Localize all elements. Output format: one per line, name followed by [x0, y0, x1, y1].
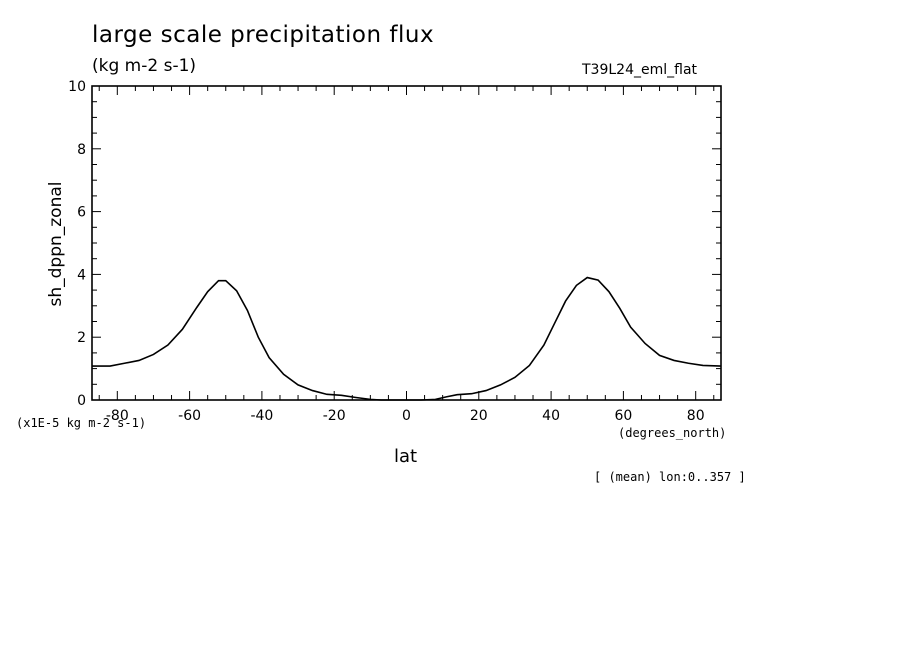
x-tick-label: -80 [106, 408, 129, 424]
x-tick-label: 80 [687, 408, 705, 424]
x-tick-label: -40 [250, 408, 273, 424]
chart-units-label: (kg m-2 s-1) [92, 56, 197, 76]
axis-ticks [92, 85, 721, 401]
x-axis-units-label: (degrees_north) [618, 426, 727, 440]
y-tick-label: 6 [77, 205, 86, 221]
y-tick-label: 10 [68, 79, 86, 95]
run-name-label: T39L24_eml_flat [582, 62, 698, 78]
x-tick-label: 20 [470, 408, 488, 424]
y-tick-label: 2 [77, 330, 86, 346]
y-tick-label: 4 [77, 267, 86, 283]
x-tick-label: 40 [542, 408, 560, 424]
y-scale-factor-label: (x1E-5 kg m-2 s-1) [16, 416, 147, 430]
axis-tick-labels: -80 -60 -40 -20 0 20 40 60 80 0 2 4 6 8 10 [68, 79, 704, 424]
x-tick-label: 60 [614, 408, 632, 424]
series-line [92, 276, 722, 401]
x-axis-label: lat [394, 446, 418, 467]
chart-title: large scale precipitation flux [92, 22, 435, 48]
x-tick-label: -20 [323, 408, 346, 424]
y-tick-label: 0 [77, 393, 86, 409]
mean-note-label: [ (mean) lon:0..357 ] [594, 470, 746, 484]
plot-frame [91, 85, 722, 401]
y-tick-label: 8 [77, 142, 86, 158]
x-tick-label: 0 [402, 408, 411, 424]
x-tick-label: -60 [178, 408, 201, 424]
